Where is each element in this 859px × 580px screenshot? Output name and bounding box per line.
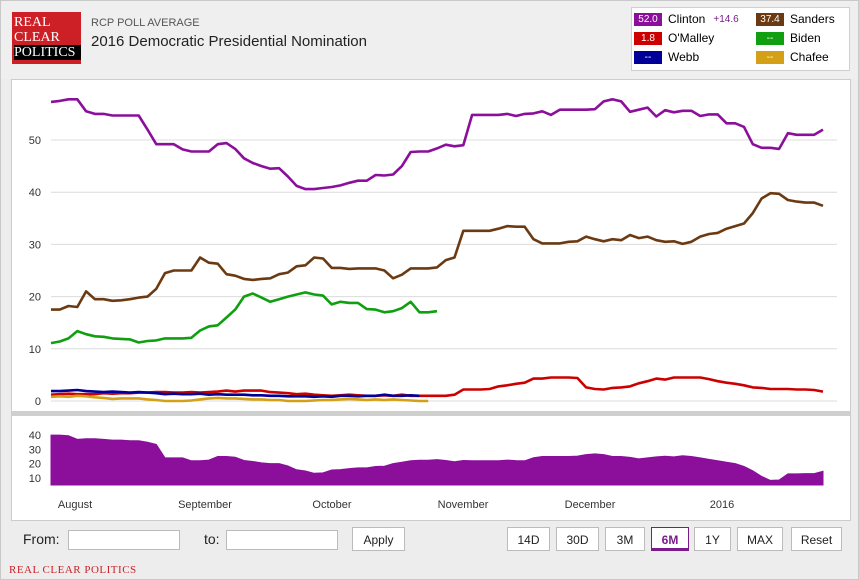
reset-button[interactable]: Reset (791, 527, 842, 551)
legend-value-badge: -- (756, 31, 784, 45)
navigator-y-tick: 10 (29, 473, 41, 485)
y-tick-label: 20 (29, 292, 41, 304)
legend-name: O'Malley (668, 31, 715, 45)
range-max-button[interactable]: MAX (737, 527, 783, 551)
apply-button[interactable]: Apply (352, 527, 405, 551)
date-controls: From: to: Apply 14D 30D 3M 6M 1Y MAX Res… (1, 521, 858, 561)
legend-name: Webb (668, 50, 700, 64)
chart-title: 2016 Democratic Presidential Nomination (91, 33, 367, 50)
x-tick-label: November (438, 499, 489, 511)
legend-value-badge: -- (634, 50, 662, 64)
y-tick-label: 30 (29, 239, 41, 251)
navigator-y-tick: 20 (29, 459, 41, 471)
navigator-y-tick: 30 (29, 444, 41, 456)
legend-item-chafee[interactable]: -- Chafee (756, 49, 829, 65)
series-line-webb (51, 388, 420, 399)
range-30d-button[interactable]: 30D (556, 527, 599, 551)
to-label: to: (204, 531, 220, 547)
logo-line-1: REAL (14, 15, 51, 30)
legend-name: Chafee (790, 50, 829, 64)
legend-name: Sanders (790, 12, 835, 26)
legend-item-clinton[interactable]: 52.0 Clinton +14.6 (634, 11, 739, 27)
legend-name: Clinton (668, 12, 706, 26)
legend-spread: +14.6 (713, 13, 739, 25)
legend: 52.0 Clinton +14.6 37.4 Sanders 1.8 O'Ma… (631, 7, 850, 71)
x-tick-label: September (178, 499, 232, 511)
legend-item-sanders[interactable]: 37.4 Sanders (756, 11, 835, 27)
legend-item-webb[interactable]: -- Webb (634, 49, 699, 65)
chart-svg: 0 10 20 30 40 50 10 20 30 40 August September Octobe… (12, 98, 850, 511)
legend-item-omalley[interactable]: 1.8 O'Malley (634, 30, 714, 46)
series-line-clinton (50, 98, 824, 191)
navigator-y-tick: 40 (29, 430, 41, 442)
range-1y-button[interactable]: 1Y (694, 527, 731, 551)
series-line-chafee (50, 394, 429, 403)
navigator-area (50, 434, 824, 486)
range-3m-button[interactable]: 3M (605, 527, 645, 551)
to-date-input[interactable] (226, 530, 338, 550)
poll-kicker: RCP POLL AVERAGE (91, 17, 200, 29)
x-tick-label: 2016 (710, 499, 734, 511)
legend-name: Biden (790, 31, 821, 45)
legend-value-badge: 1.8 (634, 31, 662, 45)
x-tick-label: October (312, 499, 351, 511)
y-tick-label: 0 (35, 396, 41, 408)
y-tick-label: 50 (29, 135, 41, 147)
x-tick-label: August (58, 499, 92, 511)
from-label: From: (23, 531, 60, 547)
legend-item-biden[interactable]: -- Biden (756, 30, 821, 46)
range-14d-button[interactable]: 14D (507, 527, 550, 551)
logo-line-2: CLEAR (14, 30, 60, 45)
footer-brand: REAL CLEAR POLITICS (9, 564, 137, 576)
y-tick-label: 10 (29, 344, 41, 356)
x-tick-label: December (565, 499, 616, 511)
series-line-biden (50, 291, 438, 345)
rcp-logo[interactable]: REAL CLEAR POLITICS (12, 12, 81, 64)
logo-line-3: POLITICS (14, 45, 81, 60)
legend-value-badge: 37.4 (756, 12, 784, 26)
series-line-omalley (50, 376, 824, 398)
series-line-sanders (51, 191, 824, 311)
navigator-separator (12, 411, 850, 416)
legend-value-badge: -- (756, 50, 784, 64)
range-6m-button[interactable]: 6M (651, 527, 689, 551)
legend-value-badge: 52.0 (634, 12, 662, 26)
y-tick-label: 40 (29, 187, 41, 199)
header: REAL CLEAR POLITICS RCP POLL AVERAGE 201… (1, 1, 858, 79)
from-date-input[interactable] (68, 530, 180, 550)
